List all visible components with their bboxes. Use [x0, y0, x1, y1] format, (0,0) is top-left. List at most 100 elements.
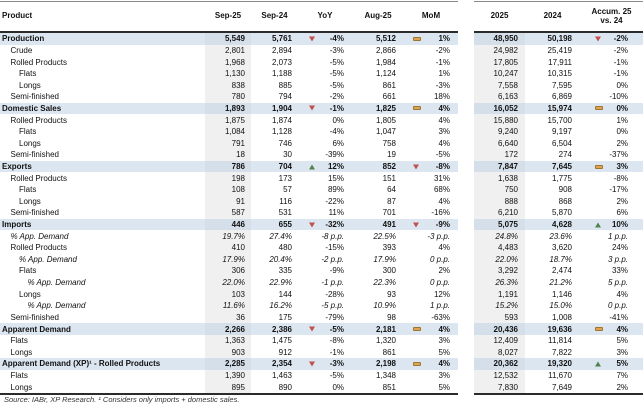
cell-2024: 6,504: [525, 137, 580, 149]
cell-accum-text: -1%: [613, 57, 628, 67]
cell-mom: 3%: [404, 370, 458, 382]
cell-2024: 1,008: [525, 312, 580, 324]
cell-accum-text: 0%: [616, 127, 628, 137]
cell-accum-text: -37%: [609, 150, 628, 160]
cell-sep25: 903: [205, 346, 251, 359]
cell-2024: 4,628: [525, 218, 580, 231]
row-label-text: Rolled Products: [10, 115, 67, 125]
row-label: Semi-finished: [0, 91, 205, 103]
cell-aug25: 1,320: [352, 335, 404, 347]
cell-2025: 888: [474, 195, 525, 208]
cell-sep24: 704: [251, 160, 298, 173]
column-gap: [458, 67, 474, 80]
cell-accum: 5 p.p.: [580, 277, 643, 289]
cell-sep25: 410: [205, 241, 251, 254]
row-label-text: Longs: [19, 80, 41, 90]
cell-accum: -2%: [580, 45, 643, 57]
cell-accum-text: -41%: [609, 312, 628, 322]
table-row: Semi-finished 18 30 -39% 19 -5% 172 274 -37%: [0, 149, 643, 161]
cell-2025-text: 26.3%: [495, 278, 518, 288]
cell-accum-text: -8%: [613, 173, 628, 183]
row-label: Imports: [0, 218, 205, 231]
cell-mom-text: 0 p.p.: [429, 254, 450, 264]
cell-2024: 11,670: [525, 370, 580, 382]
cell-accum-text: 1%: [616, 115, 628, 125]
cell-sep24: 335: [251, 265, 298, 277]
cell-2025-text: 12,409: [493, 336, 518, 346]
cell-2024-text: 7,822: [551, 347, 572, 357]
cell-sep25-text: 2,801: [224, 45, 245, 55]
cell-2025: 7,847: [474, 160, 525, 173]
cell-sep24-text: 2,386: [271, 324, 292, 334]
row-label: % App. Demand: [0, 230, 205, 242]
cell-mom-text: 4%: [438, 359, 450, 369]
cell-accum: -8%: [580, 172, 643, 184]
cell-mom-text: 31%: [433, 173, 450, 183]
cell-mom-text: -8%: [435, 162, 450, 171]
cell-aug25-text: 1,348: [375, 370, 396, 380]
cell-aug25: 300: [352, 265, 404, 277]
column-gap: [458, 207, 474, 219]
cell-2025-text: 593: [504, 312, 518, 322]
cell-mom-text: 4%: [438, 138, 450, 148]
row-label: Longs: [0, 196, 205, 208]
section-row: Domestic Sales 1,893 1,904 -1% 1,825 4% 16,052…: [0, 102, 643, 115]
cell-2024-text: 274: [558, 150, 572, 160]
cell-yoy-text: -5%: [329, 57, 344, 67]
row-label: Rolled Products: [0, 242, 205, 254]
cell-sep24: 1,188: [251, 68, 298, 80]
row-label-text: Exports: [2, 162, 32, 171]
column-gap: [458, 300, 474, 312]
cell-aug25: 851: [352, 381, 404, 393]
cell-accum-text: 5 p.p.: [607, 278, 628, 288]
cell-2025-text: 6,210: [497, 208, 518, 218]
table-row: Semi-finished 36 175 -79% 98 -63% 593 1,008 -41%: [0, 311, 643, 324]
cell-aug25-text: 22.5%: [373, 231, 396, 241]
cell-2024-text: 1,008: [551, 312, 572, 322]
cell-mom: 1%: [404, 33, 458, 45]
cell-accum: 33%: [580, 265, 643, 277]
cell-mom-text: 18%: [433, 92, 450, 102]
cell-2024: 6,869: [525, 91, 580, 103]
cell-sep25-text: 18: [236, 150, 245, 160]
cell-sep24-text: 335: [278, 266, 292, 276]
row-label: Longs: [0, 288, 205, 300]
row-label: % App. Demand: [0, 254, 205, 266]
table-row: Rolled Products 1,875 1,874 0% 1,805 4% 15,880…: [0, 114, 643, 126]
cell-aug25-text: 1,047: [375, 127, 396, 137]
cell-yoy: 0%: [298, 381, 352, 393]
cell-mom-text: -16%: [431, 208, 450, 218]
cell-2025: 6,640: [474, 137, 525, 150]
cell-mom: -3 p.p.: [404, 230, 458, 242]
cell-2024: 1,775: [525, 172, 580, 184]
cell-sep24-text: 912: [278, 347, 292, 357]
cell-mom-text: 4%: [438, 324, 450, 334]
cell-aug25-text: 151: [382, 173, 396, 183]
cell-2024: 15.0%: [525, 300, 580, 312]
cell-mom: -2%: [404, 45, 458, 57]
cell-accum-text: -2%: [613, 45, 628, 55]
cell-sep24-text: 30: [283, 150, 292, 160]
cell-sep25-text: 36: [236, 312, 245, 322]
cell-2024: 23.6%: [525, 230, 580, 242]
row-label: Production: [0, 33, 205, 45]
cell-aug25: 491: [352, 218, 404, 231]
cell-2024-text: 6,504: [551, 138, 572, 148]
column-gap: [458, 241, 474, 254]
row-label: Apparent Demand (XP)¹ - Rolled Products: [0, 358, 205, 370]
cell-sep25: 91: [205, 195, 251, 208]
col-header-aug25: Aug-25: [364, 11, 392, 20]
cell-sep24: 175: [251, 312, 298, 324]
cell-2024-text: 25,419: [547, 45, 572, 55]
cell-yoy-text: -1%: [329, 347, 344, 357]
table-row: % App. Demand 19.7% 27.4% -8 p.p. 22.5% -3 p.…: [0, 230, 643, 242]
cell-accum-text: 2%: [616, 382, 628, 392]
cell-2024-text: 2,474: [551, 266, 572, 276]
cell-sep24-text: 885: [278, 80, 292, 90]
cell-accum-text: 7%: [616, 370, 628, 380]
cell-yoy: -5%: [298, 68, 352, 80]
cell-aug25-text: 701: [382, 208, 396, 218]
row-label: Apparent Demand: [0, 323, 205, 335]
cell-mom-text: -3 p.p.: [427, 231, 450, 241]
cell-sep25-text: 103: [231, 289, 245, 299]
